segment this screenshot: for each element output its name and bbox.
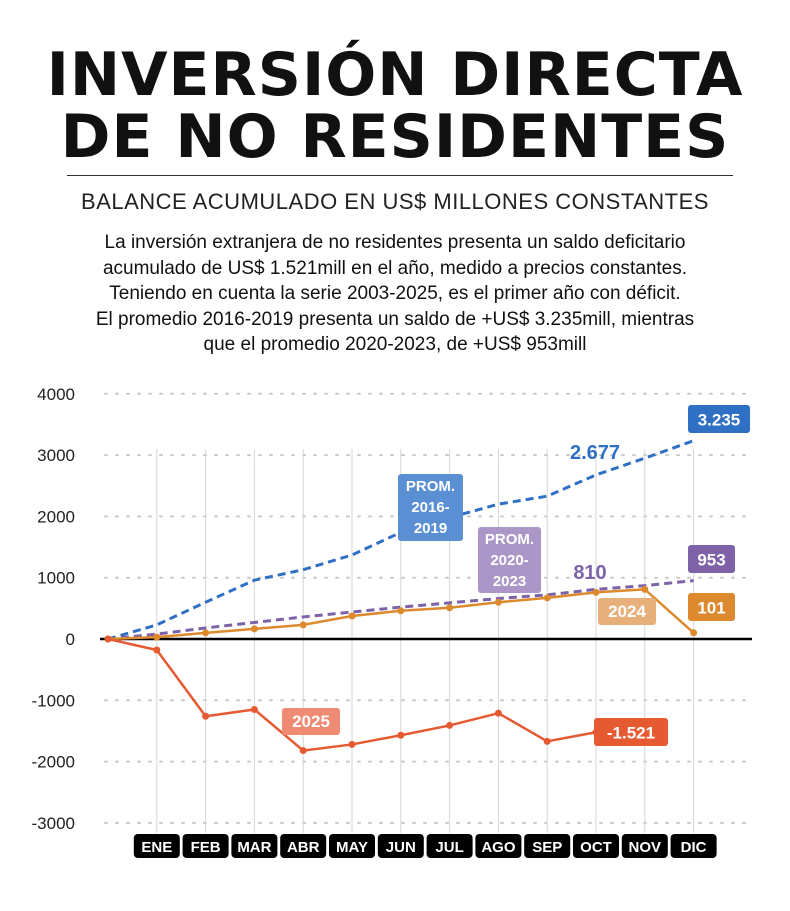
month-label-bg bbox=[426, 834, 473, 858]
month-label: FEB bbox=[191, 839, 221, 856]
month-label: AGO bbox=[481, 839, 516, 856]
data-point bbox=[153, 633, 161, 641]
description: La inversión extranjera de no residentes… bbox=[20, 230, 770, 358]
end-label-2016-2019: 3.235 bbox=[698, 410, 741, 429]
month-label-bg bbox=[377, 834, 424, 858]
series-line-prom-2020-2023 bbox=[107, 579, 694, 641]
data-point bbox=[153, 646, 161, 654]
month-label-bg bbox=[475, 834, 522, 858]
series-label-2016-2019: PROM. 2016-2019 bbox=[398, 474, 463, 541]
data-point bbox=[348, 612, 356, 620]
data-point bbox=[104, 635, 112, 643]
title-line-1: INVERSIÓN DIRECTA bbox=[46, 40, 744, 110]
y-tick-label: 3000 bbox=[37, 446, 75, 465]
month-label-bg bbox=[133, 834, 180, 858]
data-point bbox=[446, 721, 454, 729]
month-label-bg bbox=[621, 834, 668, 858]
end-label-2025: -1.521 bbox=[607, 723, 655, 742]
subtitle: BALANCE ACUMULADO EN US$ MILLONES CONSTA… bbox=[81, 189, 709, 214]
month-label: JUL bbox=[435, 839, 463, 856]
data-point bbox=[446, 604, 454, 612]
series-label-2025-bg bbox=[282, 708, 340, 735]
data-point bbox=[250, 625, 258, 633]
month-label: MAY bbox=[336, 839, 368, 856]
data-point bbox=[397, 607, 405, 615]
y-tick-label: 1000 bbox=[37, 569, 75, 588]
divider bbox=[67, 175, 733, 176]
description-line: La inversión extranjera de no residentes… bbox=[104, 232, 686, 253]
series-label-2024: 2024 bbox=[608, 602, 646, 621]
data-point bbox=[592, 588, 600, 596]
data-point bbox=[202, 629, 210, 637]
month-label-bg bbox=[670, 834, 717, 858]
series-label-2024-bg bbox=[598, 598, 656, 625]
data-point bbox=[299, 747, 307, 755]
month-label: MAR bbox=[237, 839, 271, 856]
end-label-2020-2023: 953 bbox=[697, 550, 725, 569]
month-label-bg bbox=[329, 834, 375, 858]
data-point bbox=[543, 594, 551, 602]
month-label-bg bbox=[280, 834, 327, 858]
series-label-2020-2023-text: PROM. 2020-2023 bbox=[484, 530, 535, 590]
data-point bbox=[397, 731, 405, 739]
month-label-bg bbox=[182, 834, 229, 858]
title-line-2: DE NO RESIDENTES bbox=[60, 102, 730, 172]
end-label-2024-bg bbox=[688, 593, 735, 621]
description-line: Teniendo en cuenta la serie 2003-2025, e… bbox=[109, 283, 681, 304]
data-point bbox=[543, 737, 551, 745]
month-label-bg bbox=[524, 834, 571, 858]
y-tick-label: 0 bbox=[66, 630, 75, 649]
data-point bbox=[348, 740, 356, 748]
y-tick-label: 2000 bbox=[37, 507, 75, 526]
end-label-2016-2019-bg bbox=[688, 405, 750, 433]
month-label: ABR bbox=[287, 839, 320, 856]
month-label-bg bbox=[231, 834, 278, 858]
month-label: SEP bbox=[532, 839, 562, 856]
data-point bbox=[250, 705, 258, 713]
end-label-2024: 101 bbox=[697, 598, 725, 617]
description-line: acumulado de US$ 1.521mill en el año, me… bbox=[102, 257, 688, 279]
data-point bbox=[494, 709, 502, 717]
data-point bbox=[641, 585, 649, 593]
month-label-bg bbox=[573, 834, 619, 858]
series-label-2020-2023: PROM. 2020-2023 bbox=[478, 527, 541, 593]
data-point bbox=[690, 629, 698, 637]
y-tick-label: -2000 bbox=[32, 753, 75, 772]
description-line: El promedio 2016-2019 presenta un saldo … bbox=[95, 308, 695, 330]
month-label: ENE bbox=[141, 839, 172, 856]
month-label: DIC bbox=[681, 839, 707, 856]
y-tick-label: -1000 bbox=[32, 691, 75, 710]
month-label: OCT bbox=[580, 839, 612, 856]
data-point bbox=[202, 712, 210, 720]
data-point bbox=[494, 598, 502, 606]
end-label-2020-2023-bg bbox=[688, 545, 735, 573]
month-label: JUN bbox=[386, 839, 416, 856]
mid-label-2020-2023: 810 bbox=[573, 562, 606, 584]
y-tick-label: 4000 bbox=[37, 385, 75, 404]
mid-label-2016-2019: 2.677 bbox=[570, 442, 620, 464]
series-label-2016-2019-text: PROM. 2016-2019 bbox=[405, 478, 456, 537]
description-line: que el promedio 2020-2023, de +US$ 953mi… bbox=[203, 334, 587, 355]
series-label-2025: 2025 bbox=[292, 712, 330, 731]
month-label: NOV bbox=[629, 839, 662, 856]
y-tick-label: -3000 bbox=[32, 814, 75, 833]
end-label-2025-bg bbox=[594, 718, 668, 746]
data-point bbox=[299, 621, 307, 629]
